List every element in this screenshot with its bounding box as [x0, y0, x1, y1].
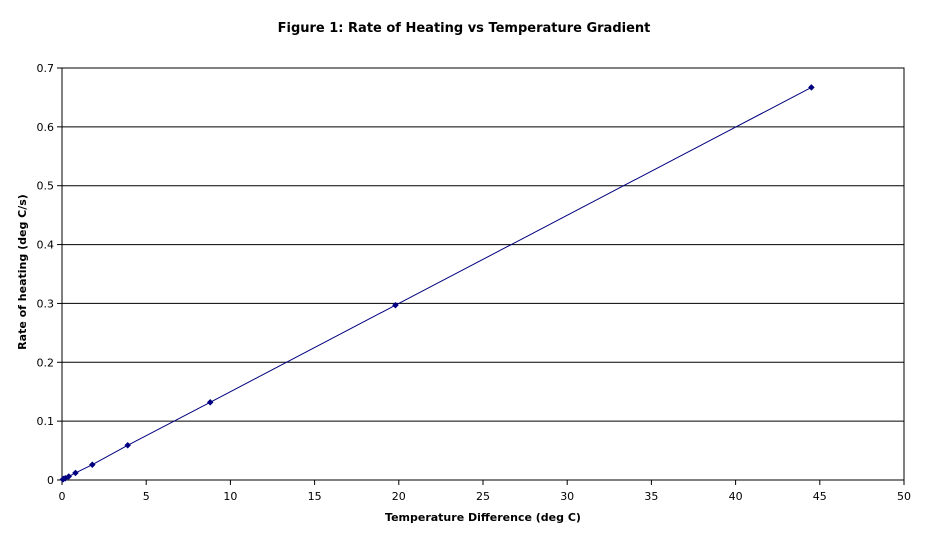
- x-tick-label: 0: [59, 490, 66, 503]
- series-line: [62, 86, 812, 480]
- chart-title: Figure 1: Rate of Heating vs Temperature…: [278, 21, 651, 36]
- y-tick-label: 0.3: [37, 297, 55, 310]
- x-tick-label: 20: [392, 490, 406, 503]
- data-point-marker: [808, 84, 815, 91]
- data-point-marker: [392, 301, 399, 309]
- x-axis-label: Temperature Difference (deg C): [385, 511, 581, 524]
- series-group: [59, 84, 815, 483]
- data-point-marker: [206, 398, 214, 406]
- plot-area: [61, 67, 905, 481]
- data-point-marker: [72, 469, 79, 477]
- x-tick-label: 10: [223, 490, 237, 503]
- y-tick-label: 0.2: [37, 356, 55, 369]
- data-point-marker: [124, 441, 132, 449]
- y-tick-label: 0.1: [37, 415, 55, 428]
- y-tick-label: 0.5: [37, 180, 55, 193]
- y-axis-label: Rate of heating (deg C/s): [16, 194, 29, 350]
- axis-ticks: 0 0.1 0.2 0.3 0.4 0.5 0.6 0.7 0 5 10 15 20 25 30 35 40 45…: [37, 62, 912, 503]
- x-tick-label: 30: [560, 490, 574, 503]
- data-point-marker: [88, 461, 96, 469]
- x-tick-label: 50: [897, 490, 911, 503]
- x-tick-label: 40: [729, 490, 743, 503]
- gridlines: [62, 67, 904, 481]
- x-tick-label: 5: [143, 490, 150, 503]
- x-tick-label: 15: [308, 490, 322, 503]
- y-tick-label: 0.7: [37, 62, 55, 75]
- data-point-marker: [65, 473, 73, 480]
- x-tick-label: 45: [813, 490, 827, 503]
- x-tick-label: 35: [644, 490, 658, 503]
- x-tick-label: 25: [476, 490, 490, 503]
- y-tick-label: 0.4: [37, 239, 55, 252]
- y-tick-label: 0.6: [37, 121, 55, 134]
- y-tick-label: 0: [47, 474, 54, 487]
